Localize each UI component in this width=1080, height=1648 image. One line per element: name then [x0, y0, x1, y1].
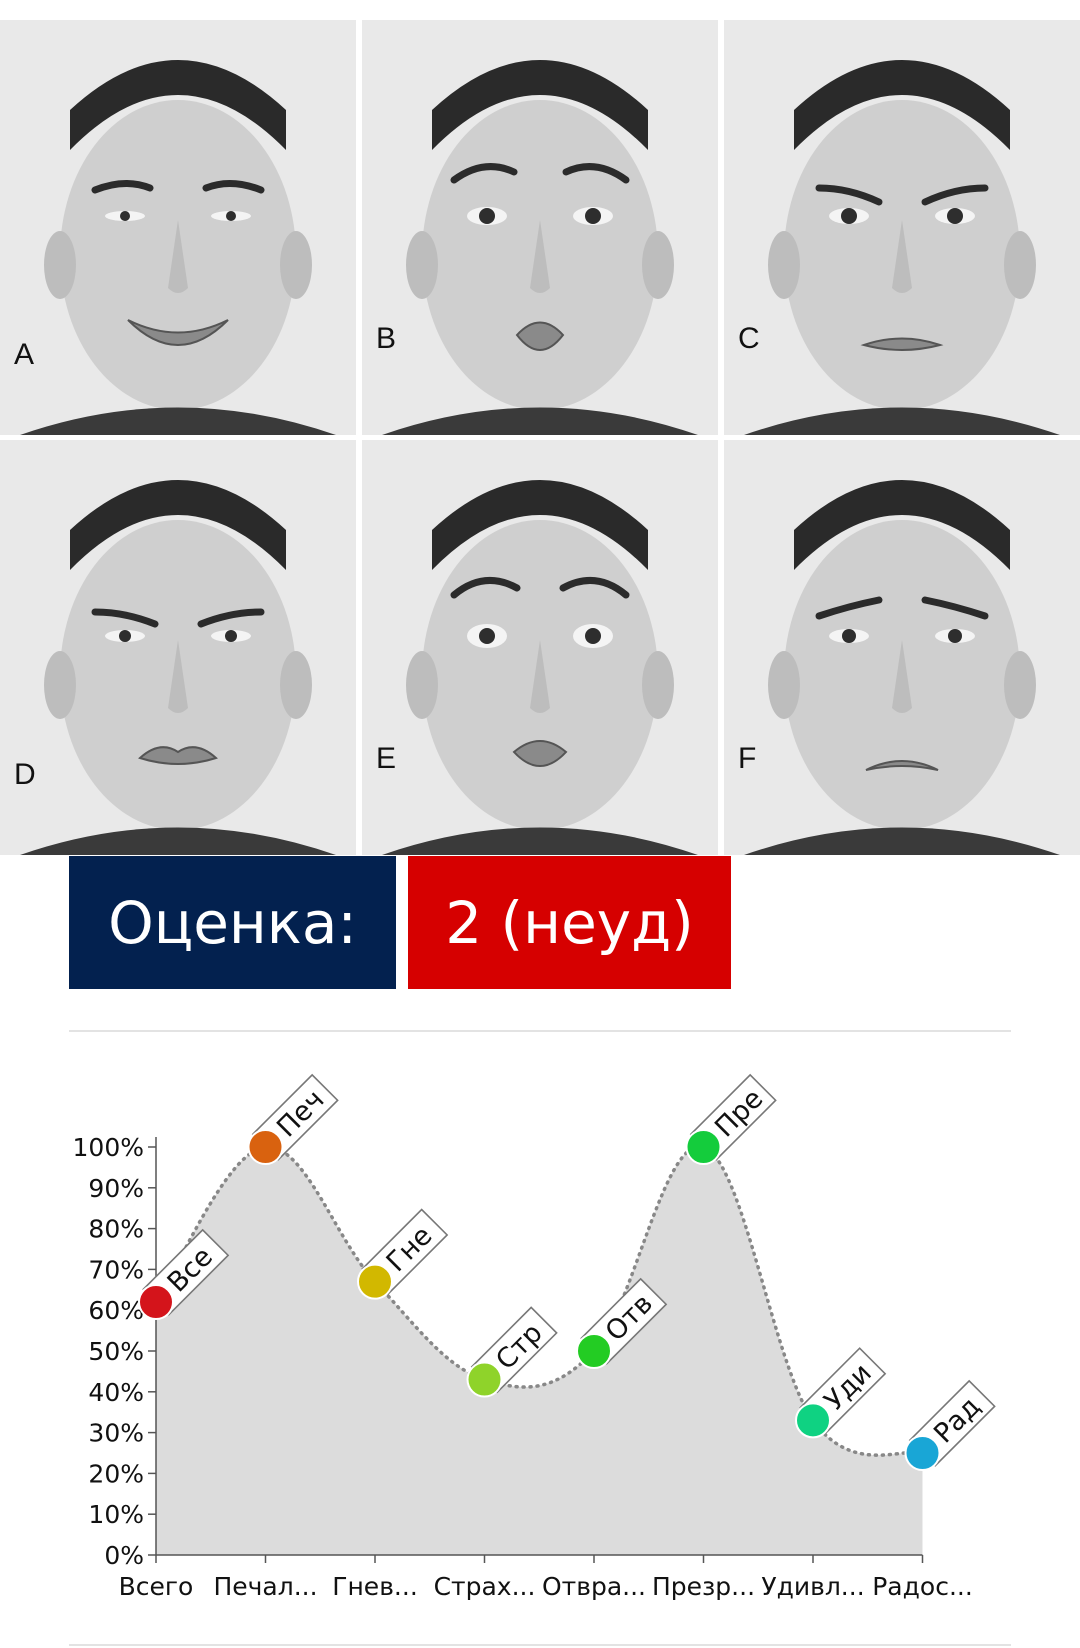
grade-value: 2 (неуд) [445, 888, 694, 957]
emotion-chart: 0% 10% 20% 30% 40% 50% 60% 70% 80% 90% 100% Всего Пе… [73, 1073, 996, 1601]
data-point-marker [576, 1333, 612, 1369]
face-illustration [724, 440, 1080, 855]
photo-d: D [0, 440, 356, 855]
x-tick-label: Радос... [872, 1572, 973, 1601]
grade-label: Оценка: [108, 888, 357, 957]
y-tick-label: 0% [104, 1541, 144, 1570]
divider-top [69, 1030, 1011, 1032]
x-tick-label: Гнев... [332, 1572, 418, 1601]
y-tick-label: 10% [88, 1500, 144, 1529]
chart-area-fill [156, 1146, 923, 1555]
divider-bottom [69, 1644, 1011, 1646]
expression-photo-grid: A B C D E F [0, 20, 1080, 855]
face-illustration [362, 440, 718, 855]
photo-letter-label: D [14, 758, 36, 791]
photo-letter-label: C [738, 322, 760, 355]
face-illustration [0, 440, 356, 855]
x-tick-label: Всего [119, 1572, 194, 1601]
data-point-marker [247, 1129, 284, 1165]
y-tick-label: 80% [88, 1215, 144, 1244]
y-tick-label: 40% [88, 1378, 144, 1407]
data-point-marker [904, 1435, 941, 1471]
data-point-marker [795, 1402, 831, 1439]
face-illustration [0, 20, 356, 435]
x-tick-label: Страх... [434, 1572, 536, 1601]
y-tick-label: 70% [88, 1255, 144, 1284]
x-tick-label: Удивл... [761, 1572, 864, 1601]
photo-letter-label: A [14, 338, 35, 371]
y-tick-label: 30% [88, 1419, 144, 1448]
photo-letter-label: B [376, 322, 397, 355]
grade-value-box: 2 (неуд) [408, 856, 731, 989]
x-tick-label: Печал... [213, 1572, 317, 1601]
y-tick-label: 20% [88, 1459, 144, 1488]
y-tick-label: 100% [73, 1133, 144, 1162]
photo-letter-label: E [376, 742, 397, 775]
photo-c: C [724, 20, 1080, 435]
data-point-marker [685, 1129, 722, 1165]
photo-a: A [0, 20, 356, 435]
photo-e: E [362, 440, 718, 855]
data-point-marker [138, 1284, 174, 1321]
face-illustration [362, 20, 718, 435]
y-tick-label: 90% [88, 1174, 144, 1203]
x-tick-label: Отвра... [542, 1572, 646, 1601]
photo-b: B [362, 20, 718, 435]
data-point-marker [357, 1263, 393, 1300]
photo-f: F [724, 440, 1080, 855]
y-tick-label: 50% [88, 1337, 144, 1366]
photo-letter-label: F [738, 742, 757, 775]
y-tick-label: 60% [88, 1296, 144, 1325]
face-illustration [724, 20, 1080, 435]
x-tick-label: Презр... [652, 1572, 755, 1601]
grade-label-box: Оценка: [69, 856, 396, 989]
data-point-marker [466, 1361, 503, 1398]
